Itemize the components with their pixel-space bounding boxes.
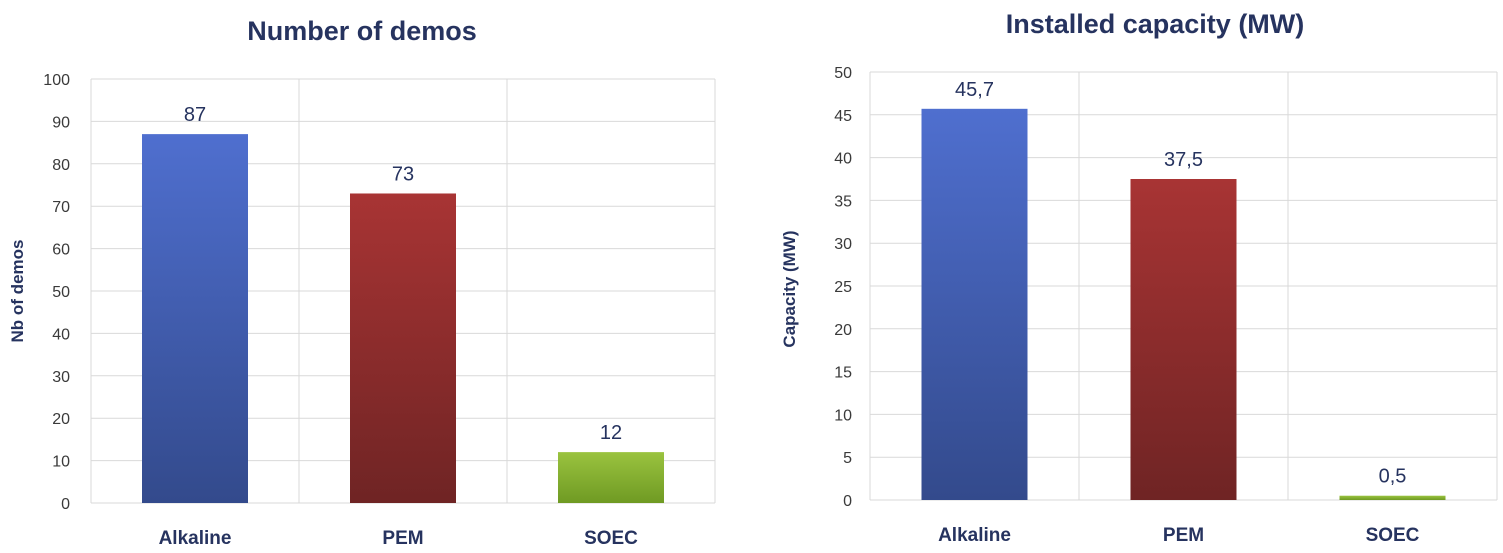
chart2-y-tick-label: 40	[834, 151, 852, 168]
chart1-y-axis-label: Nb of demos	[8, 240, 27, 343]
chart2-x-tick-label-alkaline: Alkaline	[938, 525, 1011, 546]
chart1-bar-pem	[350, 193, 456, 504]
chart2-y-tick-label: 50	[834, 65, 852, 82]
chart2-data-label-soec: 0,5	[1379, 466, 1407, 488]
chart2-y-tick-label: 20	[834, 322, 852, 339]
chart2-y-tick-label: 35	[834, 193, 852, 210]
chart2-title: Installed capacity (MW)	[1006, 9, 1305, 39]
chart1-y-tick-label: 100	[43, 72, 70, 89]
chart2-y-tick-label: 0	[843, 493, 852, 510]
chart2-bar-alkaline	[921, 108, 1028, 501]
chart2-y-tick-label: 30	[834, 236, 852, 253]
chart2-y-tick-label: 25	[834, 279, 852, 296]
chart2-plot-area: 0 5 10 15 20 25 30 35 40 45 50 45,7 Alkaline 37,5 PEM 0…	[834, 65, 1498, 546]
chart1-y-tick-label: 70	[52, 199, 70, 216]
chart1-data-label-alkaline: 87	[184, 104, 206, 126]
chart2-y-tick-label: 10	[834, 407, 852, 424]
chart1-x-tick-label-soec: SOEC	[584, 528, 638, 549]
chart1-y-tick-label: 80	[52, 157, 70, 174]
chart2-y-tick-label: 15	[834, 365, 852, 382]
chart1-y-tick-label: 30	[52, 369, 70, 386]
chart2-y-tick-label: 45	[834, 108, 852, 125]
chart1-y-tick-label: 0	[61, 496, 70, 513]
chart2-y-tick-label: 5	[843, 450, 852, 467]
chart1-y-tick-label: 20	[52, 411, 70, 428]
chart1-x-tick-label-pem: PEM	[382, 528, 423, 549]
chart2-bar-soec	[1339, 495, 1446, 500]
chart2-bar-pem	[1130, 179, 1237, 500]
chart2-data-label-alkaline: 45,7	[955, 79, 994, 101]
chart1-x-tick-label-alkaline: Alkaline	[159, 528, 232, 549]
chart1-data-label-pem: 73	[392, 163, 414, 185]
chart1-bar-alkaline	[142, 134, 248, 503]
chart2-y-axis-label: Capacity (MW)	[780, 230, 799, 347]
chart1-y-tick-label: 90	[52, 114, 70, 131]
chart2-x-tick-label-pem: PEM	[1163, 525, 1204, 546]
chart1-data-label-soec: 12	[600, 422, 622, 444]
chart1-plot-area: 0 10 20 30 40 50 60 70 80 90 100 87 Alkaline 73 PEM 12 S…	[43, 72, 716, 549]
chart1-y-tick-label: 40	[52, 326, 70, 343]
chart1-bar-soec	[558, 452, 664, 503]
chart1-y-tick-label: 10	[52, 454, 70, 471]
chart2-data-label-pem: 37,5	[1164, 149, 1203, 171]
chart1-y-tick-label: 50	[52, 284, 70, 301]
chart2-x-tick-label-soec: SOEC	[1366, 525, 1420, 546]
chart1-title: Number of demos	[247, 16, 477, 46]
chart1-y-tick-label: 60	[52, 242, 70, 259]
